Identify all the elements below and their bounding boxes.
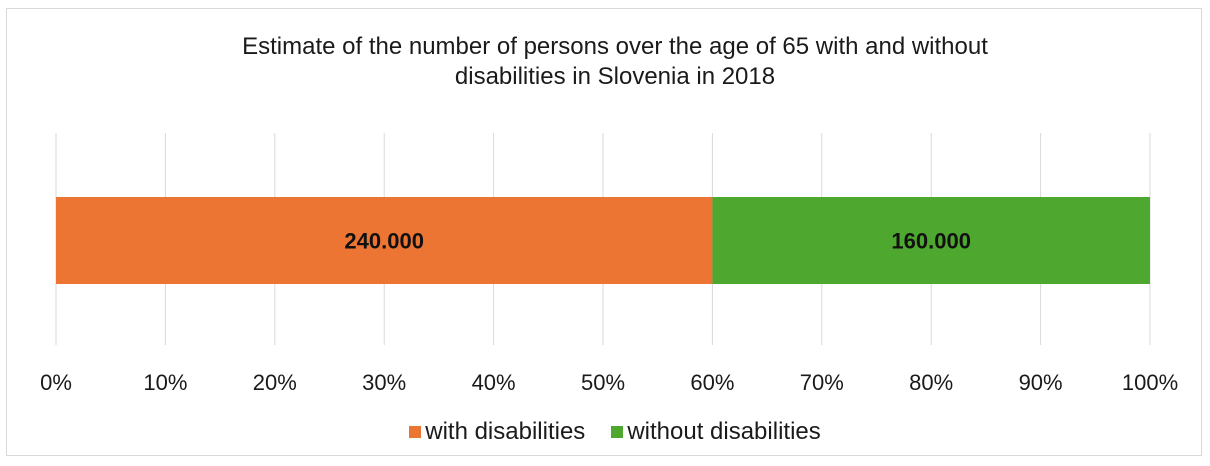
chart-title-line-1: Estimate of the number of persons over t… bbox=[242, 33, 988, 60]
chart-title: Estimate of the number of persons over t… bbox=[0, 32, 1210, 92]
bar-segment-without-disabilities bbox=[712, 197, 1150, 284]
data-labels: 240.000 160.000 bbox=[344, 229, 971, 254]
legend: with disabilities without disabilities bbox=[0, 418, 1210, 446]
data-label-with-disabilities: 240.000 bbox=[344, 229, 424, 254]
legend-label-without-disabilities: without disabilities bbox=[627, 418, 821, 445]
x-tick-label-0: 0% bbox=[40, 370, 72, 395]
x-tick-label-2: 20% bbox=[253, 370, 297, 395]
legend-label-with-disabilities: with disabilities bbox=[425, 418, 586, 445]
x-tick-label-8: 80% bbox=[909, 370, 953, 395]
x-axis-tick-labels: 0% 10% 20% 30% 40% 50% 60% 70% 80% 90% 100% bbox=[40, 370, 1178, 395]
x-tick-label-5: 50% bbox=[581, 370, 625, 395]
x-tick-label-10: 100% bbox=[1122, 370, 1178, 395]
legend-swatch-without-disabilities bbox=[611, 426, 624, 438]
bar-segment-with-disabilities bbox=[56, 197, 713, 284]
legend-item-with-disabilities: with disabilities bbox=[409, 418, 585, 446]
x-tick-label-4: 40% bbox=[472, 370, 516, 395]
x-tick-label-3: 30% bbox=[362, 370, 406, 395]
x-tick-label-6: 60% bbox=[690, 370, 734, 395]
x-tick-label-9: 90% bbox=[1019, 370, 1063, 395]
data-label-without-disabilities: 160.000 bbox=[891, 229, 971, 254]
bar-segments bbox=[56, 197, 1150, 284]
chart-title-line-2: disabilities in Slovenia in 2018 bbox=[454, 63, 776, 90]
x-tick-label-1: 10% bbox=[143, 370, 187, 395]
x-tick-label-7: 70% bbox=[800, 370, 844, 395]
legend-item-without-disabilities: without disabilities bbox=[611, 418, 821, 446]
legend-swatch-with-disabilities bbox=[409, 426, 422, 438]
